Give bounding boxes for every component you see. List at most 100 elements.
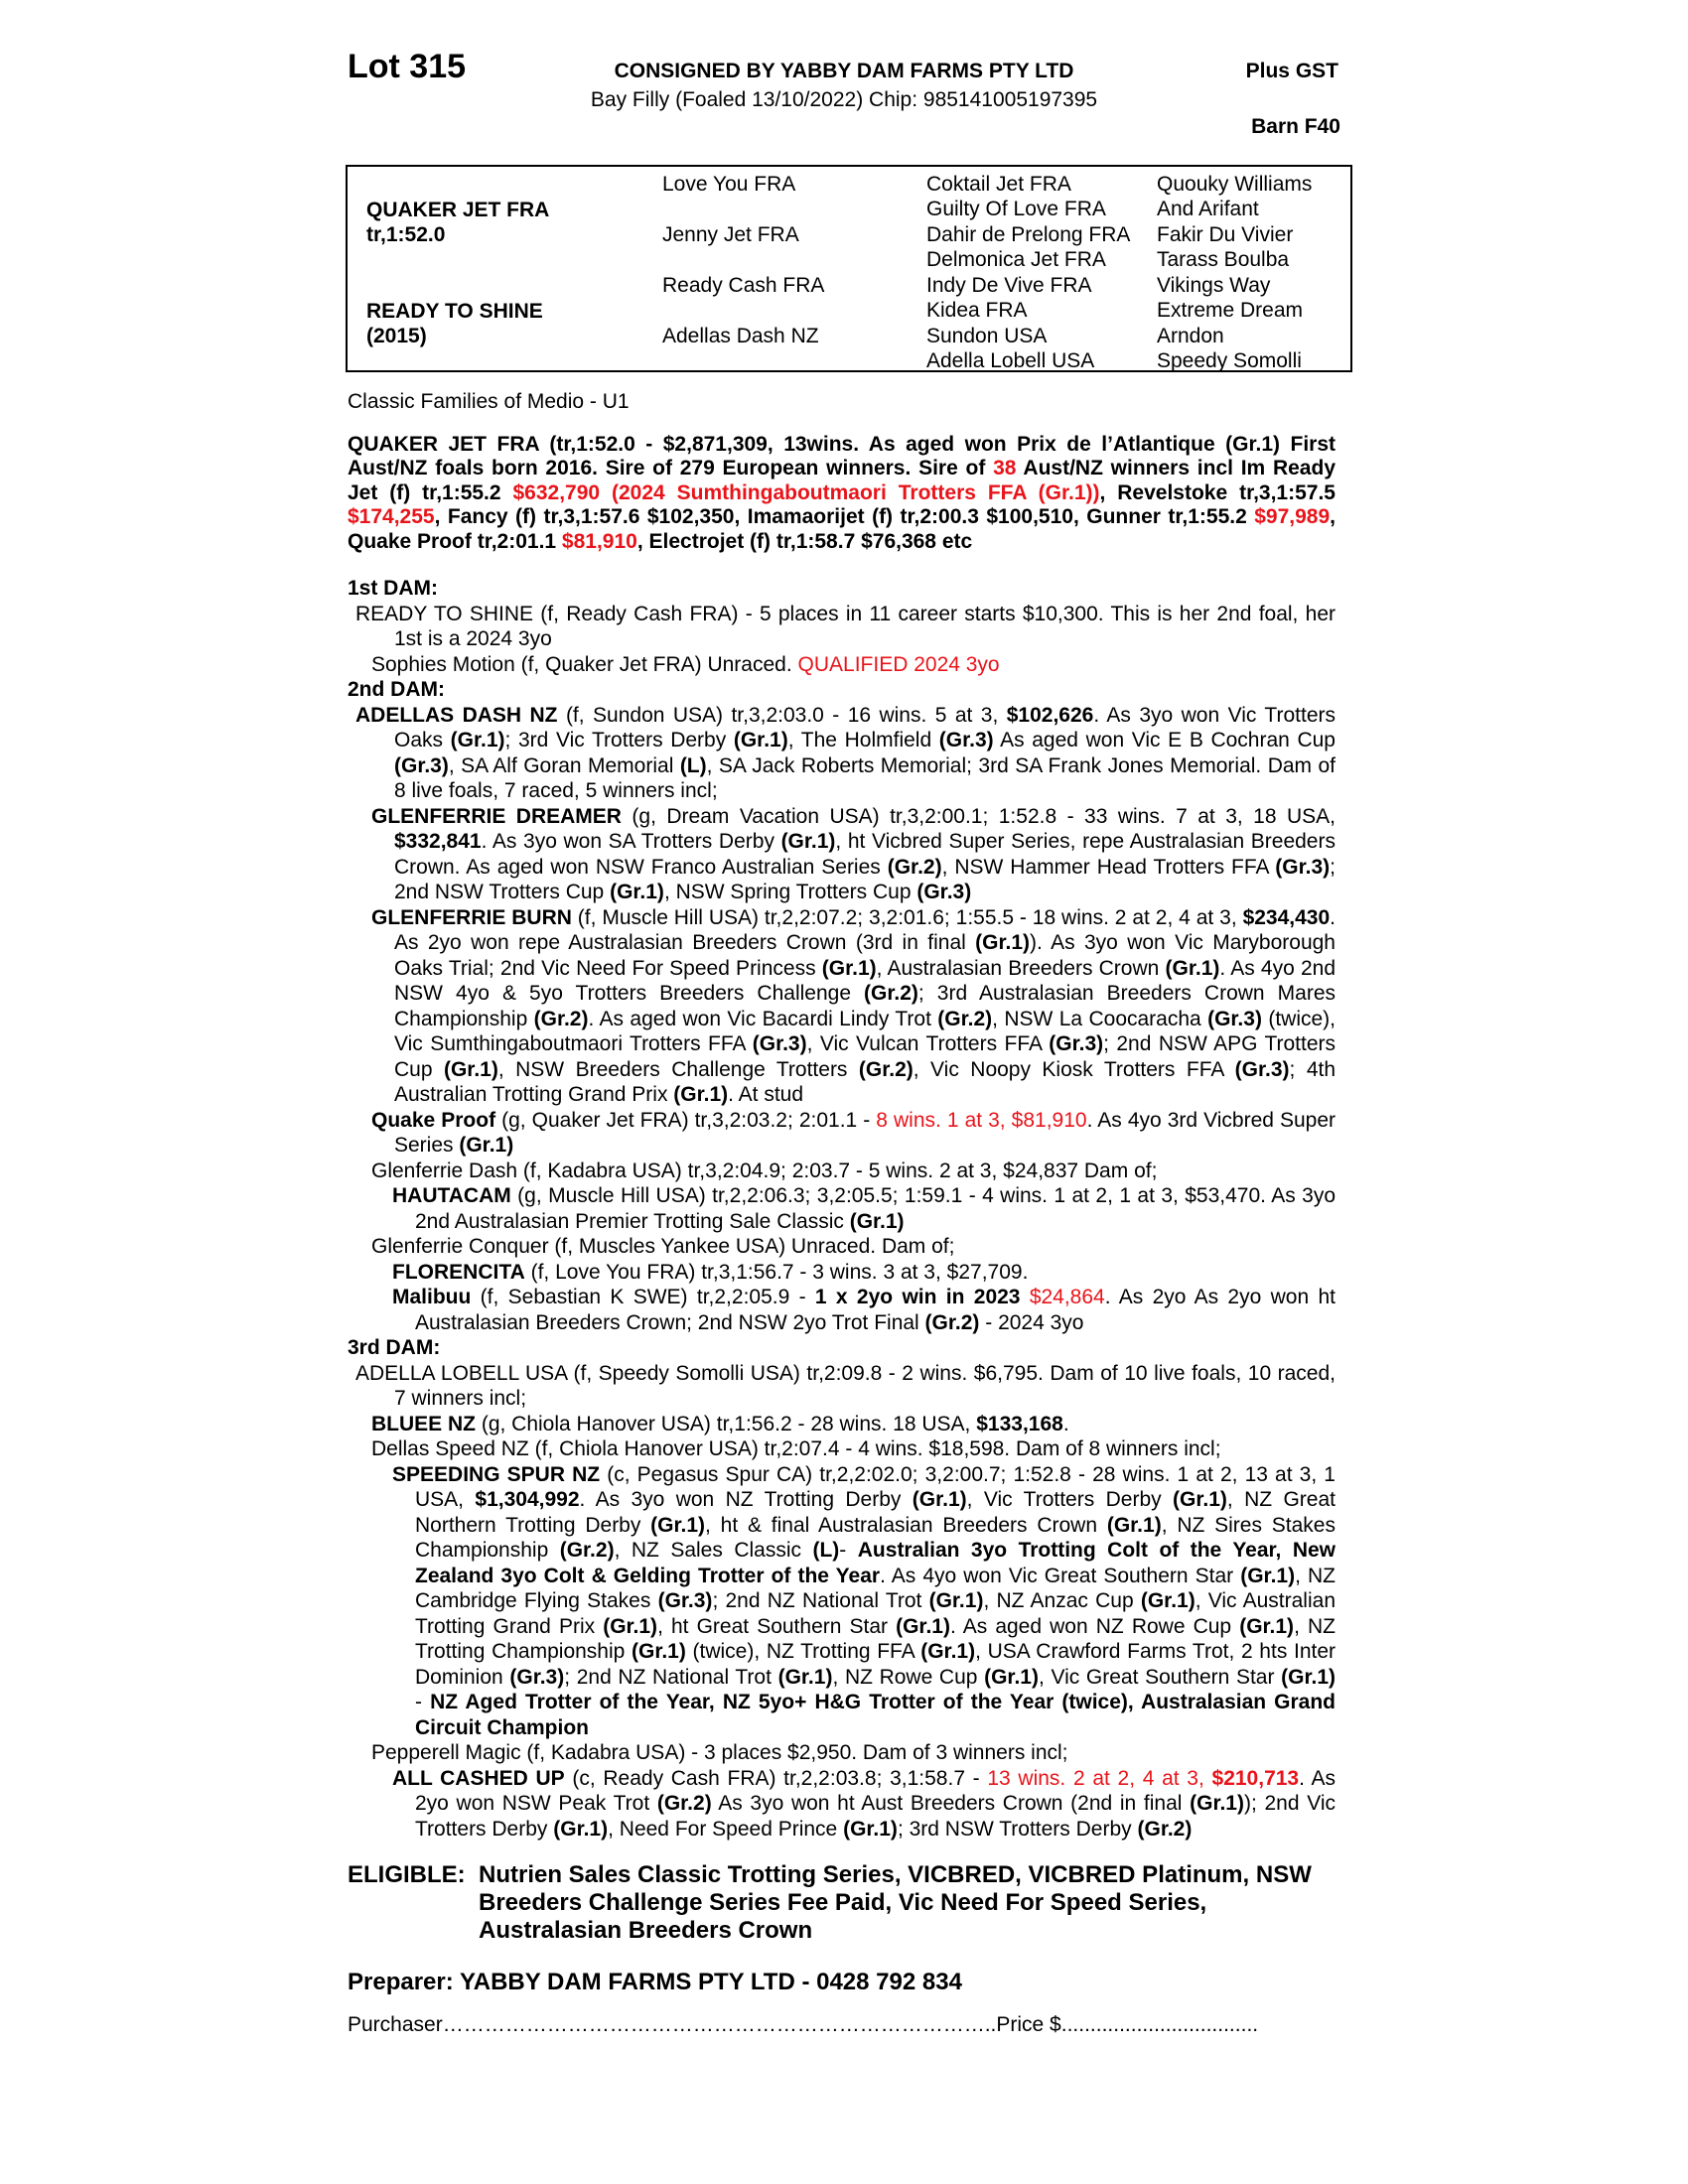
text-run [1020, 1286, 1029, 1308]
purchaser-price-line: Purchaser……………………………………………………………………..Pri… [348, 2013, 1259, 2036]
great-grandparent: Adella Lobell USA [926, 349, 1095, 372]
grandparent: Jenny Jet FRA [662, 223, 799, 246]
text-run: (Gr.3) [916, 881, 972, 903]
text-run: (Gr.2) [656, 1792, 712, 1815]
text-run: As aged won Vic E B Cochran Cup [993, 729, 1336, 751]
highlight-text: $210,713 [1211, 1766, 1300, 1790]
text-run: , Need For Speed Prince [608, 1817, 844, 1841]
text-run: $133,168 [976, 1412, 1063, 1435]
text-run: (Gr.3) [1275, 855, 1331, 879]
text-run: . As 3yo won SA Trotters Derby [481, 830, 781, 853]
text-run: (L) [679, 753, 707, 777]
text-run: ). As 3yo won Vic Maryborough Oaks Trial… [394, 931, 1336, 980]
great-grandparent: Dahir de Prelong FRA [926, 223, 1131, 246]
text-run: (Gr.3) [938, 729, 994, 751]
text-run: . As 2yo won NSW Peak Trot [415, 1766, 1336, 1816]
text-run: ; 3rd Vic Trotters Derby [504, 729, 734, 751]
text-run: . As aged won NZ Rowe Cup [949, 1614, 1240, 1638]
family-entry: Glenferrie Conquer (f, Muscles Yankee US… [348, 1234, 1336, 1260]
text-run: . [1062, 1412, 1069, 1435]
text-run: GLENFERRIE BURN [371, 905, 572, 929]
text-run: Australian 3yo Trotting Colt of the Year… [415, 1539, 1336, 1587]
text-run: (Gr.1) [1239, 1614, 1295, 1638]
text-run: (Gr.1) [975, 931, 1031, 954]
text-run: (Gr.2) [924, 1310, 980, 1334]
text-run: (Gr.1) [1106, 1513, 1162, 1537]
text-run: , The Holmfield [787, 729, 939, 751]
text-run: Glenferrie Conquer (f, Muscles Yankee US… [371, 1235, 955, 1258]
great-great-grandparent: Speedy Somolli [1157, 349, 1302, 372]
text-run: ADELLA LOBELL USA (f, Speedy Somolli USA… [355, 1361, 1336, 1411]
highlight-text: $97,989 [1254, 505, 1331, 528]
text-run: Dellas Speed NZ (f, Chiola Hanover USA) … [371, 1437, 1221, 1460]
text-run: (Gr.3) [1234, 1057, 1290, 1081]
text-run: (Gr.1) [733, 729, 788, 751]
sire-name: QUAKER JET FRA [366, 199, 550, 221]
grandparent: Love You FRA [662, 173, 796, 196]
text-run: Aust/NZ winners incl Im Ready Jet (f) tr… [348, 457, 1336, 504]
text-run: $102,626 [1006, 703, 1094, 727]
text-run: QUAKER JET FRA (tr,1:52.0 - $2,871,309, … [348, 432, 1336, 480]
grandparent: Adellas Dash NZ [662, 325, 819, 347]
family-entry: Pepperell Magic (f, Kadabra USA) - 3 pla… [348, 1740, 1336, 1766]
text-run: (Gr.1) [984, 1665, 1039, 1689]
text-run: (f, Sundon USA) tr,3,2:03.0 - 16 wins. 5… [557, 703, 1007, 727]
great-grandparent: Indy De Vive FRA [926, 274, 1092, 297]
text-run: - [839, 1539, 858, 1562]
consignor: CONSIGNED BY YABBY DAM FARMS PTY LTD [614, 60, 1074, 82]
text-run: , Vic Australian Trotting Grand Prix [415, 1589, 1336, 1638]
family-entry: FLORENCITA (f, Love You FRA) tr,3,1:56.7… [348, 1260, 1336, 1286]
family-entry: ADELLA LOBELL USA (f, Speedy Somolli USA… [348, 1361, 1336, 1412]
text-run: , Vic Trotters Derby [966, 1488, 1174, 1511]
text-run: , USA Crawford Farms Trot, 2 hts Inter D… [415, 1640, 1336, 1689]
great-grandparent: Guilty Of Love FRA [926, 198, 1106, 220]
text-run: (Gr.1) [777, 1665, 833, 1689]
text-run: (Gr.2) [864, 982, 918, 1005]
great-great-grandparent: Vikings Way [1157, 274, 1271, 297]
text-run: , NZ Trotting Championship [415, 1614, 1336, 1664]
sire-summary: QUAKER JET FRA (tr,1:52.0 - $2,871,309, … [348, 433, 1336, 555]
eligible-value: Nutrien Sales Classic Trotting Series, V… [479, 1861, 1312, 1944]
text-run: , NZ Anzac Cup [983, 1589, 1141, 1612]
great-great-grandparent: Tarass Boulba [1157, 248, 1290, 271]
great-grandparent: Kidea FRA [926, 299, 1028, 322]
text-run: (Gr.1) [843, 1817, 898, 1841]
dam-sections: 1st DAM: READY TO SHINE (f, Ready Cash FR… [348, 576, 1336, 1842]
dam-name: READY TO SHINE [366, 300, 543, 323]
text-run: (L) [812, 1539, 840, 1562]
text-run: (Gr.1) [1190, 1792, 1244, 1815]
family-line: Classic Families of Medio - U1 [348, 390, 630, 413]
text-run: (twice), NZ Trotting FFA [685, 1640, 921, 1663]
text-run: (Gr.3) [752, 1032, 807, 1055]
text-run: Glenferrie Dash (f, Kadabra USA) tr,3,2:… [371, 1159, 1158, 1182]
text-run: (Gr.1) [1140, 1589, 1196, 1612]
pedigree-table: QUAKER JET FRA tr,1:52.0 READY TO SHINE … [346, 165, 1352, 372]
eligibility: ELIGIBLE: Nutrien Sales Classic Trotting… [348, 1861, 1336, 1945]
text-run: . As 3yo won NZ Trotting Derby [579, 1488, 913, 1511]
text-run: , Vic Great Southern Star [1038, 1665, 1282, 1689]
text-run: (Gr.1) [459, 1134, 514, 1157]
text-run: ; 3rd Australasian Breeders Crown Mares … [394, 982, 1336, 1030]
text-run: (Gr.3) [1207, 1007, 1262, 1030]
highlight-text: $81,910 [561, 529, 637, 553]
great-great-grandparent: Quouky Williams [1157, 173, 1313, 196]
text-run: (Gr.2) [887, 855, 942, 879]
great-great-grandparent: And Arifant [1157, 198, 1259, 220]
text-run: (Gr.1) [821, 956, 877, 980]
text-run: ; 4th Australian Trotting Grand Prix [394, 1057, 1336, 1107]
text-run: (g, Muscle Hill USA) tr,2,2:06.3; 3,2:05… [415, 1184, 1336, 1233]
text-run: (Gr.3) [509, 1665, 565, 1689]
text-run: , Vic Vulcan Trotters FFA [806, 1032, 1050, 1055]
family-entry: GLENFERRIE BURN (f, Muscle Hill USA) tr,… [348, 905, 1336, 1108]
horse-description: Bay Filly (Foaled 13/10/2022) Chip: 9851… [590, 88, 1098, 111]
family-entry: READY TO SHINE (f, Ready Cash FRA) - 5 p… [348, 602, 1336, 652]
great-great-grandparent: Extreme Dream [1157, 299, 1304, 322]
great-great-grandparent: Arndon [1157, 325, 1224, 347]
text-run: (c, Pegasus Spur CA) tr,2,2:02.0; 3,2:00… [415, 1462, 1336, 1512]
text-run: (Gr.3) [394, 753, 449, 777]
text-run: NZ Aged Trotter of the Year, NZ 5yo+ H&G… [415, 1691, 1336, 1739]
text-run: (Gr.3) [1049, 1032, 1104, 1055]
text-run: As 3yo won ht Aust Breeders Crown (2nd i… [711, 1792, 1191, 1815]
text-run: , Electrojet (f) tr,1:58.7 $76,368 etc [636, 529, 973, 553]
family-entry: Glenferrie Dash (f, Kadabra USA) tr,3,2:… [348, 1159, 1336, 1184]
